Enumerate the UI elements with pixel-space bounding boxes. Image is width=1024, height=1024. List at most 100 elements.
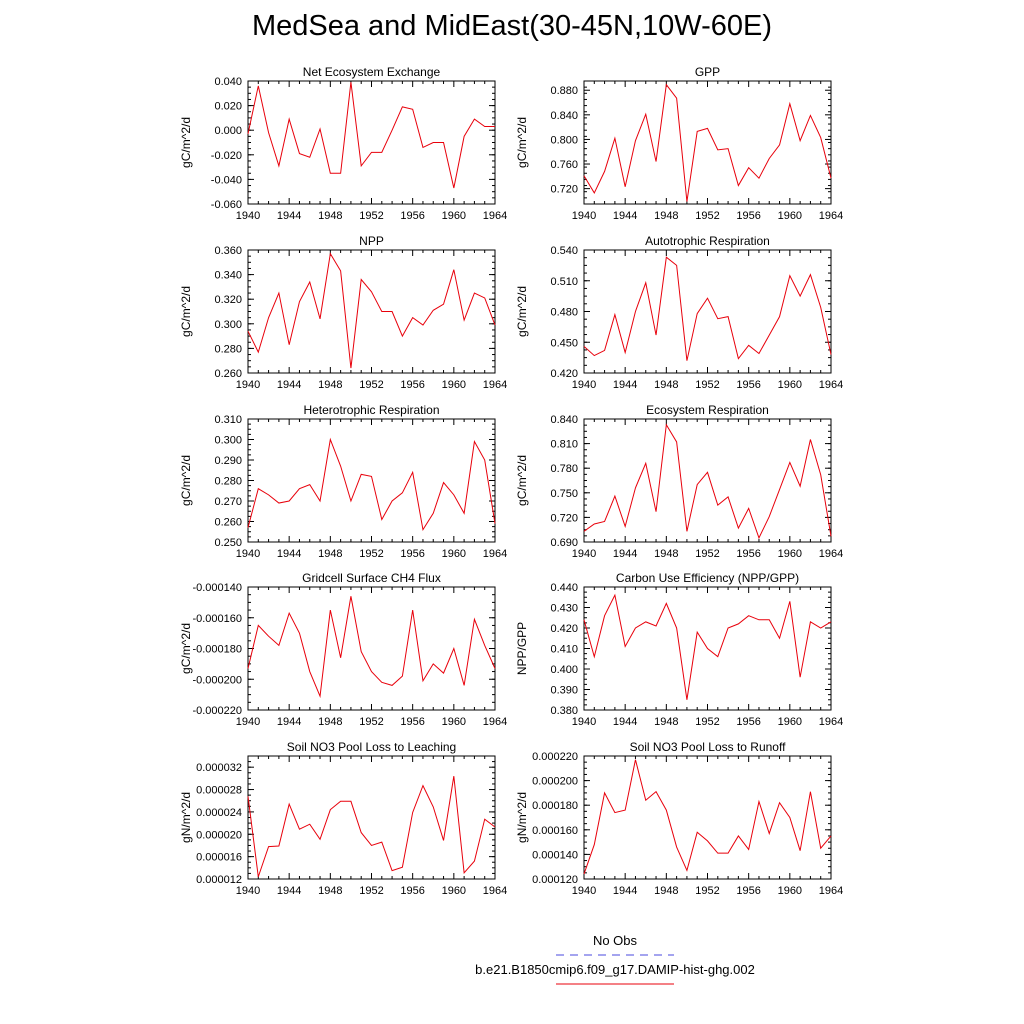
y-tick-label: 0.300 [214, 435, 242, 447]
y-tick-label: 0.390 [550, 685, 578, 697]
chart-title: Net Ecosystem Exchange [303, 65, 441, 79]
x-tick-label: 1956 [736, 716, 760, 728]
y-tick-label: 0.440 [550, 582, 578, 594]
series-line [583, 593, 832, 700]
x-tick-label: 1952 [695, 210, 719, 222]
y-tick-label: 0.410 [550, 644, 578, 656]
series-line [583, 759, 832, 875]
y-tick-label: 0.480 [550, 307, 578, 319]
plot-frame [583, 418, 832, 543]
y-tick-label: 0.000120 [532, 874, 578, 886]
y-tick-label: 0.000180 [532, 800, 578, 812]
chart-title: Carbon Use Efficiency (NPP/GPP) [616, 571, 799, 585]
y-axis-label: gC/m^2/d [179, 455, 193, 506]
y-tick-label: 0.450 [550, 337, 578, 349]
x-tick-label: 1940 [572, 379, 596, 391]
chart-panel-7: Carbon Use Efficiency (NPP/GPP) NPP/GPP 19… [515, 571, 843, 728]
y-tick-label: 0.880 [550, 85, 578, 97]
x-tick-label: 1940 [572, 210, 596, 222]
y-tick-label: 0.430 [550, 603, 578, 615]
y-tick-label: 0.400 [550, 664, 578, 676]
x-tick-label: 1964 [819, 885, 843, 897]
x-tick-label: 1964 [483, 548, 507, 560]
x-tick-label: 1960 [442, 885, 466, 897]
chart-panel-2: NPP gC/m^2/d 1940 1944 1948 1952 1956 1960 1964 0… [179, 234, 507, 391]
page-title: MedSea and MidEast(30-45N,10W-60E) [251, 10, 773, 42]
x-tick-label: 1956 [736, 379, 760, 391]
chart-title: Soil NO3 Pool Loss to Leaching [287, 740, 456, 754]
x-tick-label: 1956 [736, 548, 760, 560]
x-tick-label: 1944 [613, 885, 637, 897]
chart-title: GPP [695, 65, 720, 79]
x-tick-label: 1952 [695, 548, 719, 560]
x-tick-label: 1964 [819, 548, 843, 560]
x-tick-label: 1952 [359, 548, 383, 560]
x-tick-label: 1960 [442, 210, 466, 222]
x-tick-label: 1948 [654, 379, 678, 391]
y-tick-label: 0.000028 [196, 785, 242, 797]
y-tick-label: 0.000140 [532, 849, 578, 861]
x-tick-label: 1964 [819, 716, 843, 728]
y-tick-label: 0.540 [550, 245, 578, 257]
y-tick-label: -0.060 [211, 199, 242, 211]
x-tick-label: 1952 [695, 885, 719, 897]
x-tick-label: 1940 [236, 716, 260, 728]
x-tick-label: 1960 [778, 210, 802, 222]
y-tick-label: 0.360 [214, 245, 242, 257]
y-tick-label: 0.290 [214, 455, 242, 467]
y-tick-label: -0.000220 [192, 705, 242, 717]
y-tick-label: 0.810 [550, 439, 578, 451]
series-line [247, 82, 495, 189]
y-axis-label: gC/m^2/d [179, 286, 193, 337]
y-tick-label: 0.250 [214, 537, 242, 549]
series-line [583, 256, 832, 361]
x-tick-label: 1944 [613, 379, 637, 391]
y-axis-label: gN/m^2/d [179, 792, 193, 843]
y-tick-label: 0.840 [550, 414, 578, 426]
y-tick-label: -0.020 [211, 150, 242, 162]
chart-title: Gridcell Surface CH4 Flux [302, 571, 441, 585]
x-tick-label: 1960 [778, 548, 802, 560]
y-tick-label: -0.000140 [192, 582, 242, 594]
y-tick-label: 0.720 [550, 184, 578, 196]
x-tick-label: 1964 [483, 885, 507, 897]
x-tick-label: 1952 [359, 885, 383, 897]
x-tick-label: 1940 [236, 210, 260, 222]
y-axis-label: gC/m^2/d [179, 117, 193, 168]
x-tick-label: 1960 [778, 885, 802, 897]
y-tick-label: 0.270 [214, 496, 242, 508]
y-tick-label: 0.690 [550, 537, 578, 549]
x-tick-label: 1940 [572, 716, 596, 728]
y-tick-label: -0.040 [211, 174, 242, 186]
y-axis-label: gC/m^2/d [515, 455, 529, 506]
plot-frame [247, 418, 496, 543]
x-tick-label: 1944 [613, 210, 637, 222]
y-tick-label: 0.020 [214, 101, 242, 113]
x-tick-label: 1944 [277, 379, 301, 391]
x-tick-label: 1940 [572, 548, 596, 560]
x-tick-label: 1940 [236, 379, 260, 391]
chart-panel-8: Soil NO3 Pool Loss to Leaching gN/m^2/d 19… [179, 740, 507, 897]
y-tick-label: 0.780 [550, 463, 578, 475]
x-tick-label: 1960 [442, 548, 466, 560]
y-tick-label: 0.340 [214, 270, 242, 282]
y-axis-label: gC/m^2/d [179, 623, 193, 674]
x-tick-label: 1952 [359, 210, 383, 222]
y-tick-label: 0.420 [550, 368, 578, 380]
y-tick-label: 0.840 [550, 110, 578, 122]
y-tick-label: 0.320 [214, 294, 242, 306]
chart-panel-6: Gridcell Surface CH4 Flux gC/m^2/d 1940 194… [179, 571, 507, 728]
chart-title: NPP [359, 234, 384, 248]
x-tick-label: 1948 [318, 379, 342, 391]
y-tick-label: 0.000016 [196, 852, 242, 864]
y-tick-label: 0.800 [550, 134, 578, 146]
x-tick-label: 1944 [277, 548, 301, 560]
x-tick-label: 1956 [400, 379, 424, 391]
chart-title: Heterotrophic Respiration [303, 403, 439, 417]
x-tick-label: 1944 [277, 885, 301, 897]
x-tick-label: 1952 [359, 379, 383, 391]
chart-panel-5: Ecosystem Respiration gC/m^2/d 1940 1944 194… [515, 403, 843, 560]
x-tick-label: 1948 [318, 548, 342, 560]
plot-frame [247, 249, 496, 374]
y-tick-label: 0.420 [550, 623, 578, 635]
